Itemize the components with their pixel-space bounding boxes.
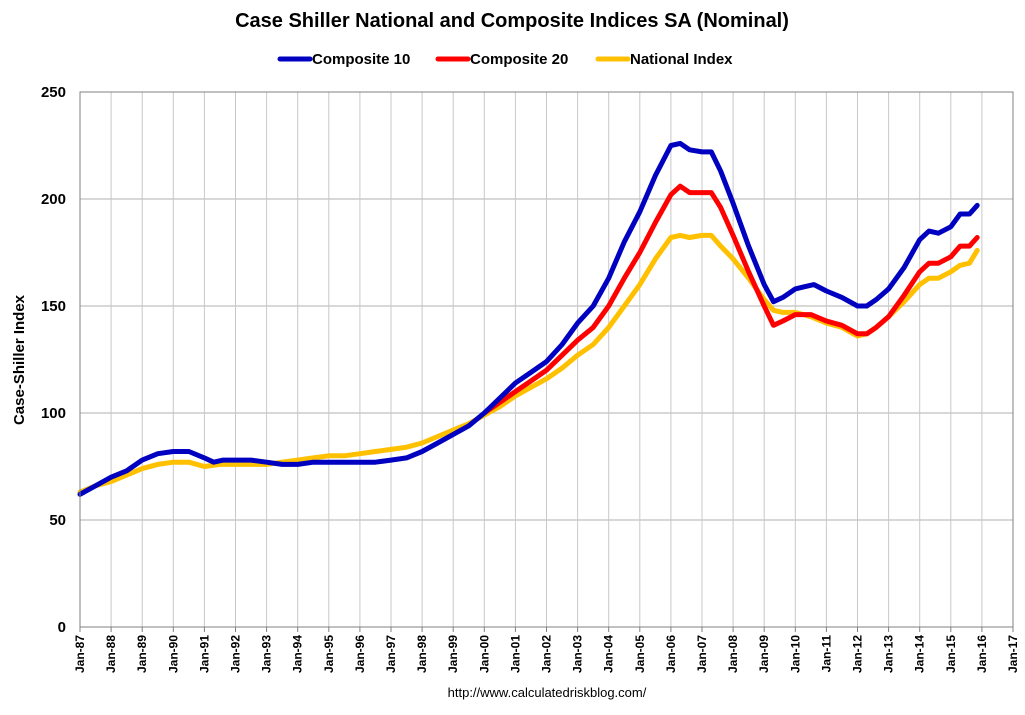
legend-label: Composite 10: [312, 51, 410, 68]
x-tick-label: Jan-92: [229, 635, 243, 673]
x-tick-label: Jan-12: [851, 635, 865, 673]
x-tick-label: Jan-17: [1006, 635, 1020, 673]
series-line-national-index: [77, 232, 980, 495]
x-tick-label: Jan-96: [353, 635, 367, 673]
x-tick-label: Jan-91: [197, 635, 211, 673]
legend-label: National Index: [630, 51, 733, 68]
x-tick-label: Jan-87: [73, 635, 87, 673]
x-tick-label: Jan-97: [384, 635, 398, 673]
x-tick-label: Jan-06: [664, 635, 678, 673]
x-tick-label: Jan-05: [633, 635, 647, 673]
x-tick-label: Jan-14: [913, 635, 927, 673]
y-tick-label: 150: [41, 298, 66, 315]
x-tick-label: Jan-10: [788, 635, 802, 673]
y-tick-label: 100: [41, 405, 66, 422]
x-tick-label: Jan-89: [135, 635, 149, 673]
x-tick-label: Jan-04: [602, 635, 616, 673]
x-tick-label: Jan-99: [446, 635, 460, 673]
x-tick-label: Jan-95: [322, 635, 336, 673]
x-tick-label: Jan-07: [695, 635, 709, 673]
x-tick-label: Jan-01: [508, 635, 522, 673]
x-tick-label: Jan-15: [944, 635, 958, 673]
chart-title: Case Shiller National and Composite Indi…: [235, 10, 789, 32]
x-tick-label: Jan-90: [166, 635, 180, 673]
source-credit: http://www.calculatedriskblog.com/: [448, 685, 647, 700]
x-tick-label: Jan-16: [975, 635, 989, 673]
y-axis-ticks: 0 50 100 150 200 250: [41, 84, 66, 636]
x-tick-label: Jan-98: [415, 635, 429, 673]
x-tick-label: Jan-11: [819, 635, 833, 673]
y-tick-label: 50: [49, 512, 66, 529]
y-axis-label: Case-Shiller Index: [11, 294, 28, 425]
series-line-composite-20: [481, 183, 980, 416]
x-tick-label: Jan-08: [726, 635, 740, 673]
y-tick-label: 250: [41, 84, 66, 101]
x-tick-label: Jan-13: [882, 635, 896, 673]
x-axis-ticks: Jan-87 Jan-88 Jan-89 Jan-90 Jan-91 Jan-92 Jan-…: [73, 627, 1020, 673]
series-line-composite-10: [77, 140, 980, 497]
x-tick-label: Jan-03: [571, 635, 585, 673]
legend: Composite 10 Composite 20 National Index: [277, 51, 733, 68]
legend-label: Composite 20: [470, 51, 568, 68]
y-tick-label: 0: [58, 619, 66, 636]
series-lines: [77, 140, 980, 497]
x-tick-label: Jan-00: [477, 635, 491, 673]
x-tick-label: Jan-09: [757, 635, 771, 673]
x-tick-label: Jan-88: [104, 635, 118, 673]
x-tick-label: Jan-02: [540, 635, 554, 673]
x-tick-label: Jan-93: [260, 635, 274, 673]
y-tick-label: 200: [41, 191, 66, 208]
x-tick-label: Jan-94: [291, 635, 305, 673]
plot-frame: [79, 91, 1014, 628]
